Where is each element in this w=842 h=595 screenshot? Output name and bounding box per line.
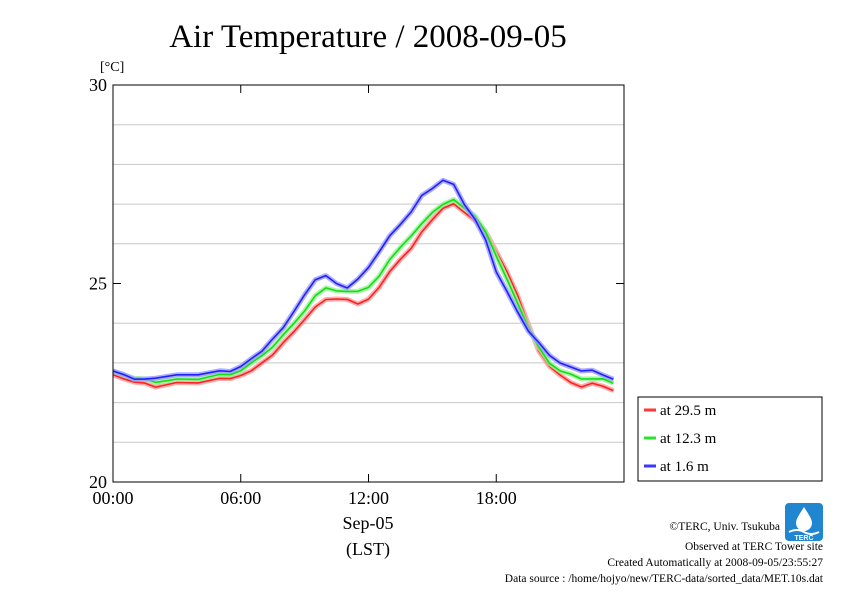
x-tick-label: 00:00 [92, 488, 133, 508]
gridlines [113, 124, 624, 443]
x-axis-date-label: Sep-05 [343, 513, 394, 533]
legend-label: at 12.3 m [660, 431, 717, 447]
created-text: Created Automatically at 2008-09-05/23:5… [607, 557, 823, 569]
y-axis-unit: [°C] [100, 60, 124, 75]
wave-icon [788, 529, 820, 535]
legend-label: at 1.6 m [660, 459, 709, 475]
plot-frame [112, 84, 625, 483]
terc-logo: TERC [785, 503, 823, 542]
series-lines [112, 177, 615, 393]
axis-ticks: 20 25 30 00:00 06:00 12:00 18:00 [89, 75, 624, 508]
x-tick-label: 12:00 [348, 488, 389, 508]
y-tick-label: 25 [89, 274, 107, 294]
y-tick-label: 20 [89, 472, 107, 492]
legend: at 29.5 m at 12.3 m at 1.6 m [637, 396, 823, 482]
chart-title: Air Temperature / 2008-09-05 [169, 19, 567, 55]
y-tick-label: 30 [89, 75, 107, 95]
data-source-text: Data source : /home/hojyo/new/TERC-data/… [505, 573, 824, 585]
copyright-text: ©TERC, Univ. Tsukuba [670, 521, 780, 533]
legend-label: at 29.5 m [660, 403, 717, 419]
observed-text: Observed at TERC Tower site [685, 541, 823, 553]
series-line [112, 179, 614, 380]
x-axis-unit-label: (LST) [346, 539, 390, 560]
series-halo [112, 197, 615, 386]
x-tick-label: 18:00 [476, 488, 517, 508]
water-drop-icon [796, 507, 812, 531]
logo-text: TERC [794, 535, 813, 542]
legend-box [637, 396, 823, 482]
x-tick-label: 06:00 [220, 488, 261, 508]
